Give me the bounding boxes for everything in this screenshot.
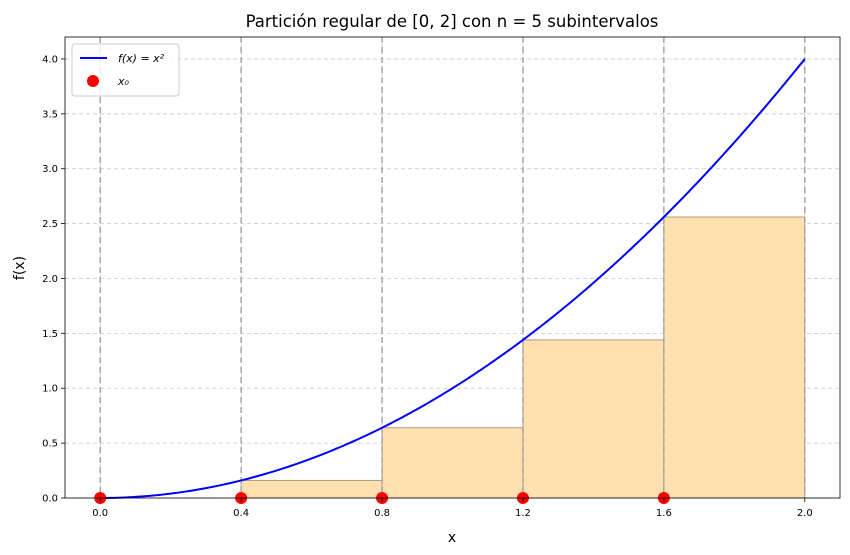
x-tick-label: 0.0: [92, 508, 108, 519]
y-tick-label: 3.5: [42, 109, 58, 120]
y-ticks: 0.0 0.5 1.0 1.5 2.0 2.5 3.0 3.5 4.0: [42, 54, 65, 505]
x-ticks: 0.0 0.4 0.8 1.2 1.6 2.0: [92, 498, 813, 519]
y-tick-label: 4.0: [42, 54, 58, 65]
riemann-rect: [381, 427, 524, 499]
riemann-rect: [663, 216, 806, 499]
x-tick-label: 1.2: [515, 508, 531, 519]
x-tick-label: 0.8: [374, 508, 390, 519]
y-tick-label: 0.0: [42, 494, 58, 505]
x-axis-label: x: [448, 530, 456, 546]
y-tick-label: 2.0: [42, 274, 58, 285]
legend-point-swatch: [87, 75, 99, 87]
legend-curve-label: f(x) = x²: [118, 52, 165, 65]
x-tick-label: 0.4: [233, 508, 249, 519]
y-tick-label: 1.5: [42, 329, 58, 340]
y-tick-label: 2.5: [42, 219, 58, 230]
riemann-rectangles: [240, 216, 806, 499]
riemann-rect: [522, 339, 665, 499]
riemann-rect: [240, 479, 383, 499]
x-tick-label: 1.6: [656, 508, 672, 519]
y-tick-label: 0.5: [42, 439, 58, 450]
plot-frame: [64, 36, 841, 499]
chart-title: Partición regular de [0, 2] con n = 5 su…: [246, 12, 659, 31]
y-tick-label: 3.0: [42, 164, 58, 175]
x-tick-label: 2.0: [797, 508, 813, 519]
grid: [65, 37, 840, 499]
curve-line: [100, 58, 806, 499]
legend-point-label: x₀: [117, 75, 130, 88]
partition-lines: [99, 37, 806, 498]
curve-layer: [100, 58, 806, 499]
legend: f(x) = x² x₀: [71, 43, 180, 97]
y-axis-label: f(x): [12, 256, 28, 280]
y-tick-label: 1.0: [42, 384, 58, 395]
